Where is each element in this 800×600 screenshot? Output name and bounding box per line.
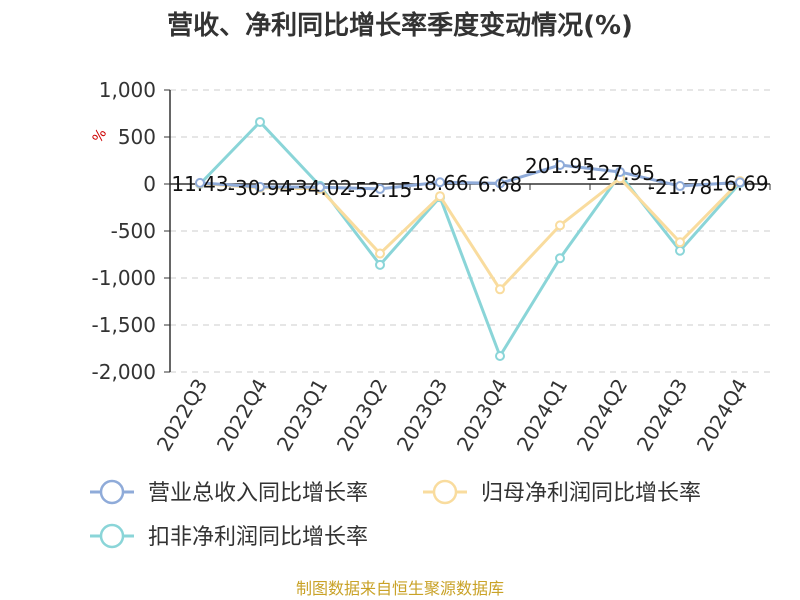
data-point <box>555 253 565 264</box>
legend-marker <box>99 523 125 549</box>
data-label: 127.95 <box>585 161 655 185</box>
data-point <box>495 351 505 362</box>
legend-marker <box>432 479 458 505</box>
data-label: 201.95 <box>525 154 595 178</box>
x-tick-label: 2024Q3 <box>632 375 692 456</box>
x-tick-label: 2022Q3 <box>152 375 212 456</box>
data-label: 16.69 <box>711 171 768 195</box>
x-tick-label: 2023Q1 <box>272 375 332 456</box>
data-point <box>495 178 505 189</box>
series-lines <box>195 116 745 362</box>
data-label: 11.43 <box>171 172 228 196</box>
data-point <box>675 181 685 192</box>
series-line <box>198 120 742 358</box>
legend-item: 归母净利润同比增长率 <box>423 479 701 506</box>
chart-title: 营收、净利同比增长率季度变动情况(%) <box>167 10 633 41</box>
data-label: -30.94 <box>228 176 292 200</box>
x-tick-label: 2023Q4 <box>452 375 512 456</box>
data-source-note: 制图数据来自恒生聚源数据库 <box>296 579 504 598</box>
data-point <box>375 259 385 270</box>
x-tick-label: 2022Q4 <box>212 375 272 456</box>
data-point <box>315 182 325 193</box>
data-label: -34.02 <box>288 176 352 200</box>
series-line <box>199 163 741 191</box>
y-tick-label: -500 <box>111 219 156 243</box>
data-point <box>675 237 685 248</box>
y-unit-mark: % <box>90 126 111 146</box>
legend-item: 营业总收入同比增长率 <box>90 479 368 506</box>
data-point <box>555 220 565 231</box>
data-point <box>255 181 265 192</box>
data-point <box>555 160 565 171</box>
legend-item: 扣非净利润同比增长率 <box>90 523 368 550</box>
legend-label: 归母净利润同比增长率 <box>481 481 701 506</box>
data-label: -21.78 <box>648 175 712 199</box>
data-point <box>375 183 385 194</box>
data-labels: 11.43 -30.94-34.02-52.15 18.66 6.68201.9512… <box>171 154 768 202</box>
data-point <box>735 177 745 188</box>
y-tick-label: -1,000 <box>92 266 156 290</box>
x-tick-label: 2023Q2 <box>332 375 392 456</box>
x-tick-label: 2024Q2 <box>572 375 632 456</box>
data-point <box>375 248 385 259</box>
gridlines <box>170 89 770 373</box>
y-tick-label: 0 <box>143 172 156 196</box>
y-tick-label: 500 <box>118 125 156 149</box>
x-tick-label: 2024Q4 <box>692 375 752 456</box>
y-tick-label: -2,000 <box>92 360 156 384</box>
data-point <box>435 191 445 202</box>
x-tick-label: 2024Q1 <box>512 375 572 456</box>
y-tick-label: 1,000 <box>99 78 156 102</box>
data-point <box>435 177 445 188</box>
y-tick-label: -1,500 <box>92 313 156 337</box>
legend-label: 营业总收入同比增长率 <box>148 481 368 506</box>
data-label: 18.66 <box>411 171 468 195</box>
data-point <box>675 245 685 256</box>
data-label: -52.15 <box>348 178 412 202</box>
data-point <box>195 177 205 188</box>
data-label: 6.68 <box>478 172 523 196</box>
legend-marker <box>99 479 125 505</box>
legend-label: 扣非净利润同比增长率 <box>148 525 368 550</box>
data-point <box>495 284 505 295</box>
x-tick-label: 2023Q3 <box>392 375 452 456</box>
data-point <box>255 116 265 127</box>
data-point <box>615 166 625 177</box>
